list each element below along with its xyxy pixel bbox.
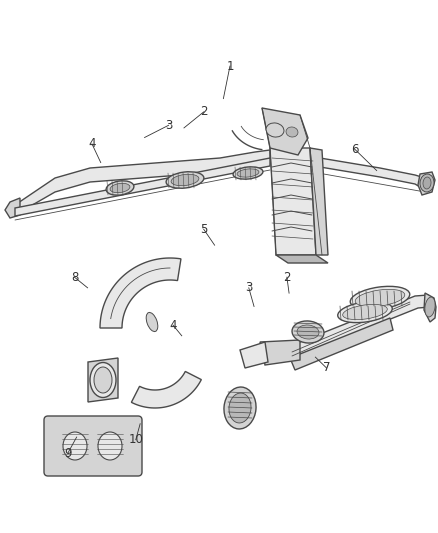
Ellipse shape — [338, 301, 392, 322]
Polygon shape — [88, 358, 118, 402]
Text: 3: 3 — [165, 119, 172, 132]
Polygon shape — [15, 158, 270, 216]
Ellipse shape — [233, 167, 263, 179]
Ellipse shape — [425, 297, 435, 317]
Ellipse shape — [420, 174, 434, 192]
Ellipse shape — [350, 286, 410, 310]
Text: 3: 3 — [245, 281, 252, 294]
Polygon shape — [418, 172, 435, 195]
Ellipse shape — [237, 169, 259, 177]
Ellipse shape — [106, 181, 134, 195]
Ellipse shape — [266, 123, 284, 137]
Text: 2: 2 — [283, 271, 291, 284]
Ellipse shape — [229, 393, 251, 423]
Text: 2: 2 — [200, 106, 208, 118]
Text: 6: 6 — [351, 143, 359, 156]
Polygon shape — [290, 318, 393, 370]
Text: 7: 7 — [322, 361, 330, 374]
Polygon shape — [276, 255, 328, 263]
Polygon shape — [310, 148, 328, 255]
Ellipse shape — [63, 432, 87, 460]
Ellipse shape — [292, 321, 324, 343]
Text: 8: 8 — [71, 271, 78, 284]
Polygon shape — [100, 258, 181, 328]
Ellipse shape — [90, 362, 116, 398]
Text: 1: 1 — [226, 60, 234, 72]
Ellipse shape — [286, 127, 298, 137]
Ellipse shape — [94, 367, 112, 393]
Text: 9: 9 — [64, 447, 72, 459]
Polygon shape — [131, 372, 201, 408]
Polygon shape — [424, 293, 436, 322]
Ellipse shape — [423, 177, 431, 189]
Polygon shape — [5, 198, 20, 218]
Ellipse shape — [224, 387, 256, 429]
Ellipse shape — [146, 312, 158, 332]
Text: 4: 4 — [169, 319, 177, 332]
Polygon shape — [290, 295, 430, 358]
Polygon shape — [15, 150, 270, 215]
Ellipse shape — [110, 183, 130, 192]
Polygon shape — [270, 148, 316, 255]
Polygon shape — [260, 340, 300, 365]
Text: 5: 5 — [200, 223, 207, 236]
Ellipse shape — [171, 174, 199, 185]
Ellipse shape — [355, 289, 405, 306]
Ellipse shape — [297, 325, 319, 339]
Ellipse shape — [98, 432, 122, 460]
FancyBboxPatch shape — [44, 416, 142, 476]
Text: 4: 4 — [88, 138, 96, 150]
Ellipse shape — [343, 304, 387, 320]
Polygon shape — [240, 342, 268, 368]
Polygon shape — [290, 153, 425, 190]
Text: 10: 10 — [128, 433, 143, 446]
Ellipse shape — [166, 172, 204, 188]
Polygon shape — [262, 108, 308, 155]
